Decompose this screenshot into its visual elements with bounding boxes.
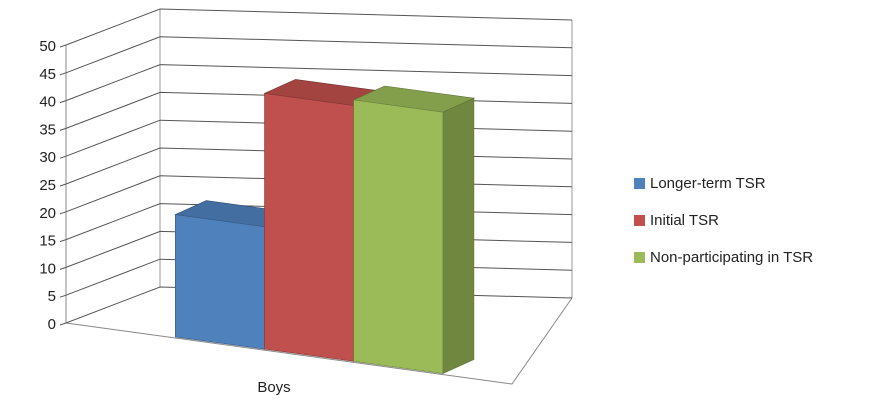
gridline (65, 8, 573, 46)
tick-mark (59, 294, 67, 298)
y-axis-tick-labels: 0 5 10 15 20 25 30 35 40 45 50 (39, 38, 56, 333)
tick-mark (59, 44, 67, 48)
y-tick-label: 25 (39, 177, 56, 194)
legend-swatch (634, 177, 645, 189)
bar (352, 85, 475, 374)
y-tick-label: 0 (48, 316, 56, 333)
legend: Longer-term TSR Initial TSR Non-particip… (634, 174, 813, 285)
bar-front (175, 214, 265, 350)
legend-label: Longer-term TSR (650, 174, 766, 192)
bar-side (442, 97, 475, 374)
legend-swatch (634, 214, 645, 226)
legend-label: Initial TSR (650, 211, 719, 229)
tick-mark (59, 239, 67, 243)
legend-swatch (634, 251, 645, 263)
y-tick-label: 40 (39, 94, 56, 111)
y-tick-label: 45 (39, 66, 56, 83)
tick-mark (59, 127, 67, 131)
tick-mark (59, 183, 67, 187)
gridline (65, 36, 573, 74)
tick-mark (59, 100, 67, 104)
tick-mark (59, 155, 67, 159)
x-axis-category-labels: Boys (257, 379, 290, 396)
y-tick-label: 35 (39, 121, 56, 138)
legend-item-initial-tsr: Initial TSR (634, 211, 813, 229)
bar-front (353, 99, 444, 374)
tick-mark (59, 211, 67, 215)
y-tick-label: 5 (48, 288, 56, 305)
floor-edge (65, 297, 573, 385)
y-tick-label: 50 (39, 38, 56, 55)
legend-label: Non-participating in TSR (650, 248, 814, 266)
bar-front (264, 93, 355, 362)
tick-mark (59, 322, 67, 326)
y-tick-label: 20 (39, 205, 56, 222)
x-category-label: Boys (257, 379, 290, 396)
gridline (65, 64, 573, 102)
y-tick-label: 15 (39, 233, 56, 250)
y-tick-label: 10 (39, 260, 56, 277)
legend-item-non-participating-in-tsr: Non-participating in TSR (634, 248, 813, 266)
tick-mark (59, 72, 67, 76)
legend-item-longer-term-tsr: Longer-term TSR (634, 174, 813, 192)
bars (174, 79, 475, 374)
y-tick-label: 30 (39, 149, 56, 166)
tick-mark (59, 266, 67, 270)
